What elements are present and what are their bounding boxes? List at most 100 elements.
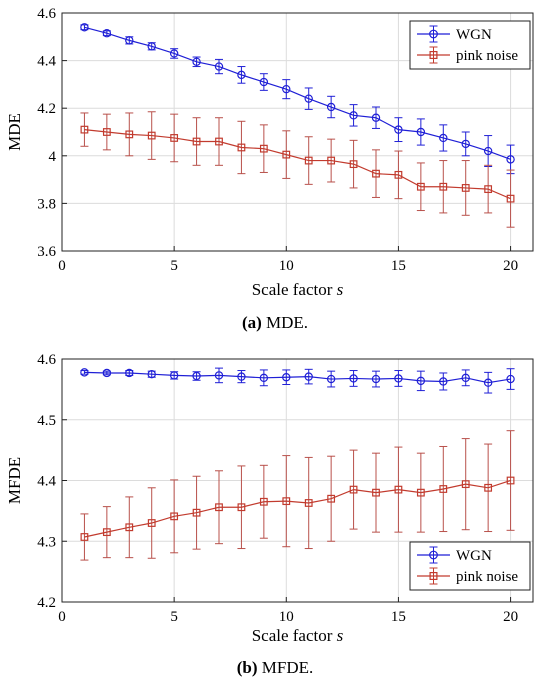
chart-a-series-wgn-point (80, 23, 89, 32)
chart-a-series-wgn-point (214, 62, 224, 71)
chart-a-series-wgn (80, 23, 515, 175)
chart-a-series-pink-noise-point (170, 134, 179, 142)
chart-a-ylabel: MDE (5, 113, 24, 151)
chart-a-legend-entry-wgn: WGN (417, 25, 492, 43)
chart-b-legend-entry-pink-noise: pink noise (417, 567, 518, 585)
chart-a-series-pink-noise-point (192, 137, 201, 146)
chart-a-series-pink-noise-point (461, 184, 470, 192)
chart-b-series-pink-noise-point (304, 499, 313, 507)
chart-b-xtick-label: 0 (58, 609, 66, 625)
chart-a-series-wgn-point (506, 155, 515, 164)
chart-a-series-pink-noise-point (80, 125, 89, 134)
chart-b-series-pink-noise-point (192, 508, 201, 517)
chart-a-series-pink-noise-point (237, 143, 246, 152)
chart-a-series-wgn-point (461, 139, 470, 149)
chart-a-series-wgn-point (259, 77, 269, 87)
chart-b-series-pink-noise-point (125, 523, 134, 532)
chart-a-legend-entry-pink-noise-marker (429, 50, 438, 59)
chart-b-series-pink-noise-point (349, 485, 358, 494)
chart-a-series-pink-noise-point (125, 130, 134, 139)
chart-b-xtick-label: 15 (391, 609, 406, 625)
chart-a-ytick-label: 3.8 (37, 196, 56, 212)
chart-b-caption: (b) MFDE. (237, 658, 314, 677)
chart-b-series-wgn-point (125, 368, 134, 378)
chart-b-legend-entry-pink-noise-label: pink noise (456, 569, 518, 585)
chart-a-series-pink-noise-point (304, 156, 313, 165)
chart-b-series-pink-noise-point (147, 519, 156, 527)
chart-b-series-wgn-point (416, 376, 426, 386)
chart-a-legend-box (409, 20, 531, 70)
chart-b-series-pink-noise-point (394, 485, 403, 494)
chart-a-series-wgn-point (147, 42, 156, 51)
chart-a-xtick-label: 20 (503, 258, 518, 274)
chart-b-series-pink-noise-point (484, 483, 493, 492)
chart-b-series-wgn-point (461, 373, 470, 383)
chart-b-series-wgn-point (259, 373, 269, 383)
chart-a: 0 5 10 15 20 3.6 3.8 4 4.2 4.4 4.6 Scale factor s MD… (5, 6, 534, 332)
chart-b-legend-entry-wgn: WGN (417, 546, 492, 564)
chart-b-series-wgn-point (506, 374, 515, 384)
chart-a-xtick-label: 15 (391, 258, 406, 274)
chart-b-legend-box (409, 541, 531, 591)
chart-a-ytick-label: 3.6 (37, 244, 56, 260)
chart-a-xtick-label: 10 (279, 258, 294, 274)
chart-b-series-pink-noise-point (170, 512, 179, 521)
chart-b-series-pink-noise (80, 430, 515, 561)
chart-a-axes-box (61, 12, 534, 252)
chart-a-series-wgn-point (169, 49, 179, 58)
chart-a-series-wgn-point (416, 127, 426, 137)
chart-b-series-pink-noise-point (439, 485, 448, 493)
chart-a-series-wgn-point (326, 102, 336, 112)
chart-b-series-pink-noise-point (80, 533, 89, 541)
chart-a-series-wgn-point (483, 146, 493, 156)
chart-b-series-pink-noise-point (506, 476, 515, 485)
chart-b-ytick-label: 4.3 (37, 534, 56, 550)
chart-b-series-pink-noise-point (215, 503, 223, 512)
chart-b-series-wgn-point (304, 372, 313, 381)
chart-b-legend-entry-wgn-label: WGN (456, 548, 492, 564)
chart-a-series-wgn-point (237, 70, 246, 80)
chart-b-xtick-label: 5 (170, 609, 178, 625)
chart-b-series-wgn-point (102, 368, 112, 378)
chart-a-series-wgn-point (439, 133, 448, 143)
chart-a-series-pink-noise-point (259, 144, 268, 153)
chart-a-caption: (a) MDE. (242, 313, 308, 332)
chart-b-series-wgn-point (80, 368, 89, 377)
chart-a-series-wgn-point (371, 113, 381, 122)
chart-b-series-pink-noise-point (259, 497, 268, 506)
chart-b-series-wgn-point (237, 372, 246, 381)
chart-b-series-wgn-point (326, 374, 336, 384)
chart-a-series-pink-noise-point (416, 182, 425, 191)
chart-a-ytick-label: 4.2 (37, 101, 56, 117)
chart-a-series-pink-noise-point (147, 131, 156, 140)
chart-b-series-wgn-point (192, 371, 201, 381)
chart-b-series-wgn-point (394, 374, 403, 383)
chart-a-series-pink-noise-point (484, 185, 493, 194)
chart-a-xtick-label: 5 (170, 258, 178, 274)
chart-b-series-wgn-point (147, 369, 156, 379)
chart-b-series-pink-noise-point (327, 494, 336, 503)
chart-a-ytick-label: 4 (49, 149, 57, 165)
chart-a-series-pink-noise-point (394, 170, 403, 179)
chart-b-xlabel: Scale factor s (252, 626, 344, 645)
chart-a-series-pink-noise-point (506, 194, 515, 203)
chart-b-series-pink-noise-point (372, 488, 380, 497)
chart-b-ylabel: MFDE (5, 457, 24, 504)
chart-b-series-pink-noise-point (282, 497, 291, 506)
chart-a-series-wgn-point (102, 29, 112, 38)
chart-a-legend-entry-pink-noise-label: pink noise (456, 48, 518, 64)
chart-b-series-wgn-point (169, 371, 179, 380)
chart-b-ytick-label: 4.2 (37, 595, 56, 611)
chart-a-ytick-label: 4.6 (37, 6, 56, 22)
chart-a-series-wgn-point (192, 57, 201, 66)
chart-b-xtick-label: 10 (279, 609, 294, 625)
chart-a-legend-entry-wgn-marker (429, 29, 438, 39)
chart-b-legend: WGN pink noise (409, 541, 531, 591)
chart-b-series-wgn-point (214, 371, 224, 380)
chart-b-series-pink-noise-point (416, 488, 425, 497)
chart-a-series-wgn-point (125, 36, 134, 45)
chart-b-ytick-label: 4.4 (37, 474, 56, 490)
chart-b-series-wgn-point (282, 373, 291, 382)
chart-a-series-pink-noise-point (439, 182, 448, 191)
